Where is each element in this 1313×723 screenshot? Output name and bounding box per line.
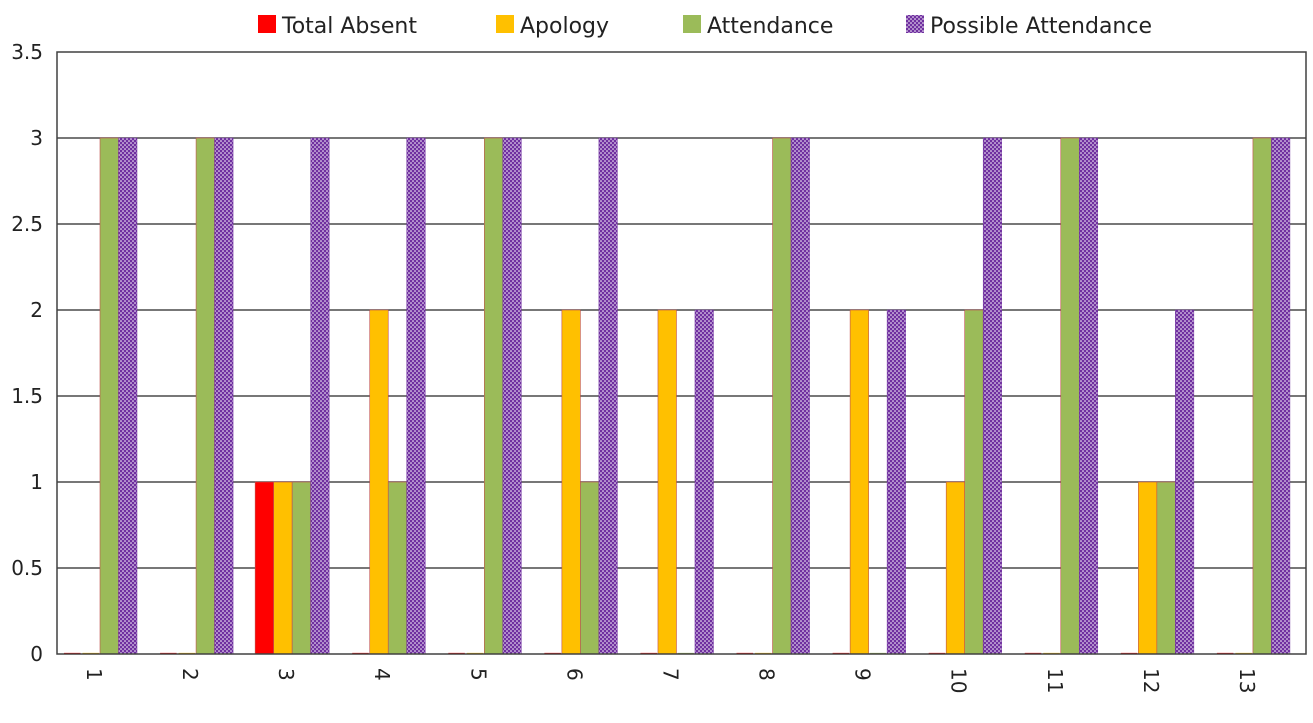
bar-attendance [772,137,792,655]
legend-label: Possible Attendance [930,14,1152,39]
x-tick-label: 7 [658,668,682,681]
y-tick-label: 0.5 [11,556,43,580]
y-tick-label: 3.5 [11,40,43,64]
bar-attendance [99,137,119,655]
bar-attendance [580,481,600,655]
bar-attendance [291,481,311,655]
x-tick-label: 4 [370,668,394,681]
bar-possible-attendance [790,137,810,655]
bar-apology [657,309,677,655]
bar-possible-attendance [982,137,1002,655]
x-tick-label: 1 [82,668,106,681]
bar-possible-attendance [598,137,618,655]
y-tick-label: 1 [30,470,43,494]
bar-possible-attendance [406,137,426,655]
bar-possible-attendance [214,137,234,655]
bar-possible-attendance [118,137,138,655]
bar-possible-attendance [886,309,906,655]
x-tick-label: 11 [1043,668,1067,693]
y-tick-label: 2.5 [11,212,43,236]
bar-apology [273,481,293,655]
bar-attendance [1060,137,1080,655]
x-tick-label: 9 [851,668,875,681]
bar-apology [849,309,869,655]
x-tick-label: 10 [947,668,971,693]
legend-swatch [683,15,701,33]
bar-attendance [1156,481,1176,655]
y-axis: 0 0.5 1 1.5 2 2.5 3 3.5 [11,40,43,666]
legend-label: Attendance [707,14,833,39]
x-axis: 1 2 3 4 5 6 7 8 9 10 11 12 13 [82,668,1259,693]
x-tick-label: 2 [178,668,202,681]
bar-possible-attendance [1079,137,1099,655]
bar-possible-attendance [502,137,522,655]
bar-attendance [484,137,504,655]
bar-possible-attendance [310,137,330,655]
x-tick-label: 3 [274,668,298,681]
legend-label: Apology [520,14,609,39]
bar-possible-attendance [1175,309,1195,655]
legend-swatch [496,15,514,33]
legend: Total Absent Apology Attendance Possible At… [258,14,1152,39]
legend-swatch [258,15,276,33]
legend-label: Total Absent [281,14,417,39]
bar-possible-attendance [694,309,714,655]
y-tick-label: 0 [30,642,43,666]
y-tick-label: 2 [30,298,43,322]
bar-possible-attendance [1271,137,1291,655]
bar-apology [1138,481,1158,655]
gridlines [57,137,1306,569]
x-tick-label: 12 [1139,668,1163,693]
x-tick-label: 5 [466,668,490,681]
bar-attendance [387,481,408,655]
x-tick-label: 8 [755,668,779,681]
x-tick-label: 6 [562,668,586,681]
bar-total-absent [254,481,274,655]
bar-attendance [195,137,215,655]
y-tick-label: 1.5 [11,384,43,408]
bar-attendance [1252,137,1272,655]
plot-area-border [56,51,1307,655]
legend-swatch [906,15,924,33]
bar-apology [945,481,965,655]
y-tick-label: 3 [30,126,43,150]
bars [64,137,1291,655]
bar-apology [561,309,581,655]
bar-attendance [964,309,984,655]
bar-apology [369,309,389,655]
x-tick-label: 13 [1235,668,1259,693]
